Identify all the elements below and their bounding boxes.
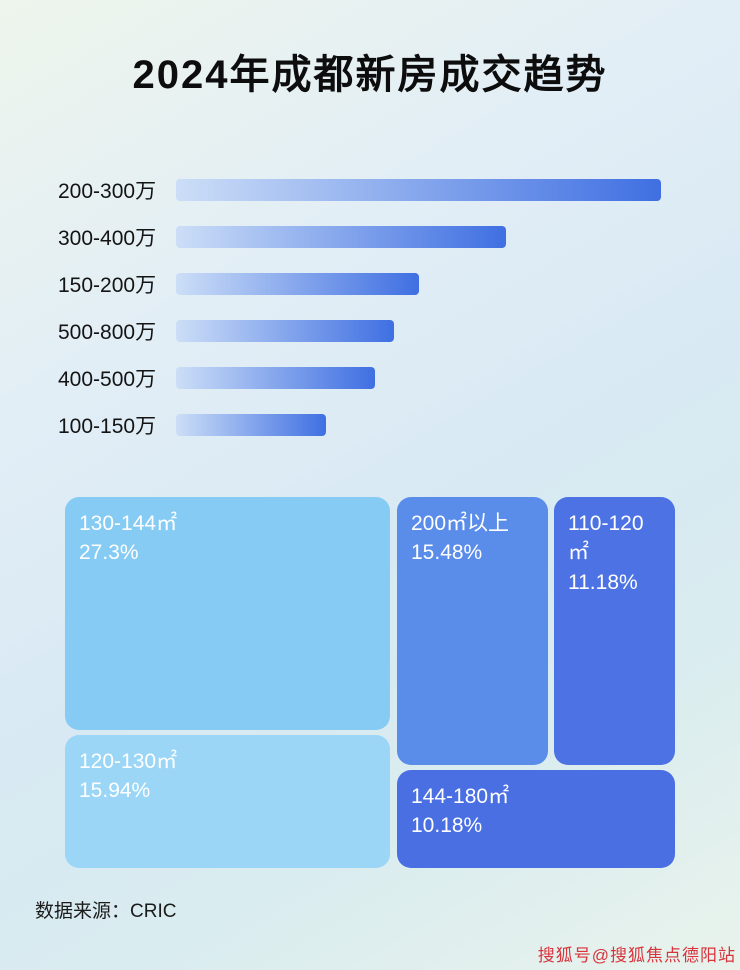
treemap-block-120-130: 120-130㎡ 15.94% (65, 735, 390, 868)
bar-row: 100-150万 (58, 413, 688, 438)
treemap-block-value: 15.48% (411, 541, 483, 565)
bar-category-label: 300-400万 (58, 227, 157, 250)
bar-track (176, 367, 661, 389)
treemap-block-value: 15.94% (79, 779, 151, 803)
bar (176, 414, 327, 436)
bar-chart-rows: 200-300万 300-400万 150-200万 500-800万 400-500万… (58, 178, 688, 438)
bar-track (176, 414, 661, 436)
bar (176, 179, 661, 201)
treemap-block-200-plus: 200㎡以上 15.48% (397, 497, 548, 765)
page-title: 2024年成都新房成交趋势 (132, 53, 608, 97)
bar-track (176, 226, 661, 248)
bar-row: 300-400万 (58, 225, 688, 250)
treemap-block-value: 27.3% (79, 541, 139, 565)
area-range-treemap: 130-144㎡ 27.3% 120-130㎡ 15.94% 200㎡以上 15… (65, 497, 675, 868)
bar-category-label: 200-300万 (58, 180, 157, 203)
treemap-block-label: 110-120㎡ (568, 512, 644, 565)
price-range-bar-chart: 200-300万 300-400万 150-200万 500-800万 400-500万… (58, 178, 688, 460)
treemap-block-label: 144-180㎡ (411, 785, 510, 808)
bar-row: 400-500万 (58, 366, 688, 391)
treemap-block-label: 200㎡以上 (411, 512, 510, 535)
bar-category-label: 150-200万 (58, 274, 157, 297)
bar-category-label: 400-500万 (58, 368, 157, 391)
bar-row: 150-200万 (58, 272, 688, 297)
bar-track (176, 273, 661, 295)
bar-track (176, 179, 661, 201)
treemap-block-value: 10.18% (411, 814, 483, 838)
bar-row: 200-300万 (58, 178, 688, 203)
bar (176, 367, 375, 389)
publisher-watermark: 搜狐号@搜狐焦点德阳站 (537, 946, 736, 965)
bar-category-label: 100-150万 (58, 415, 157, 438)
treemap-block-130-144: 130-144㎡ 27.3% (65, 497, 390, 730)
bar-row: 500-800万 (58, 319, 688, 344)
data-source-note: 数据来源：CRIC (35, 901, 177, 922)
bar (176, 320, 395, 342)
bar-category-label: 500-800万 (58, 321, 157, 344)
treemap-block-value: 11.18% (568, 570, 638, 594)
treemap-block-label: 120-130㎡ (79, 750, 178, 773)
treemap-block-110-120: 110-120㎡ 11.18% (554, 497, 675, 765)
bar (176, 273, 419, 295)
bar-track (176, 320, 661, 342)
treemap-block-label: 130-144㎡ (79, 512, 178, 535)
treemap-block-144-180: 144-180㎡ 10.18% (397, 770, 675, 868)
bar (176, 226, 506, 248)
